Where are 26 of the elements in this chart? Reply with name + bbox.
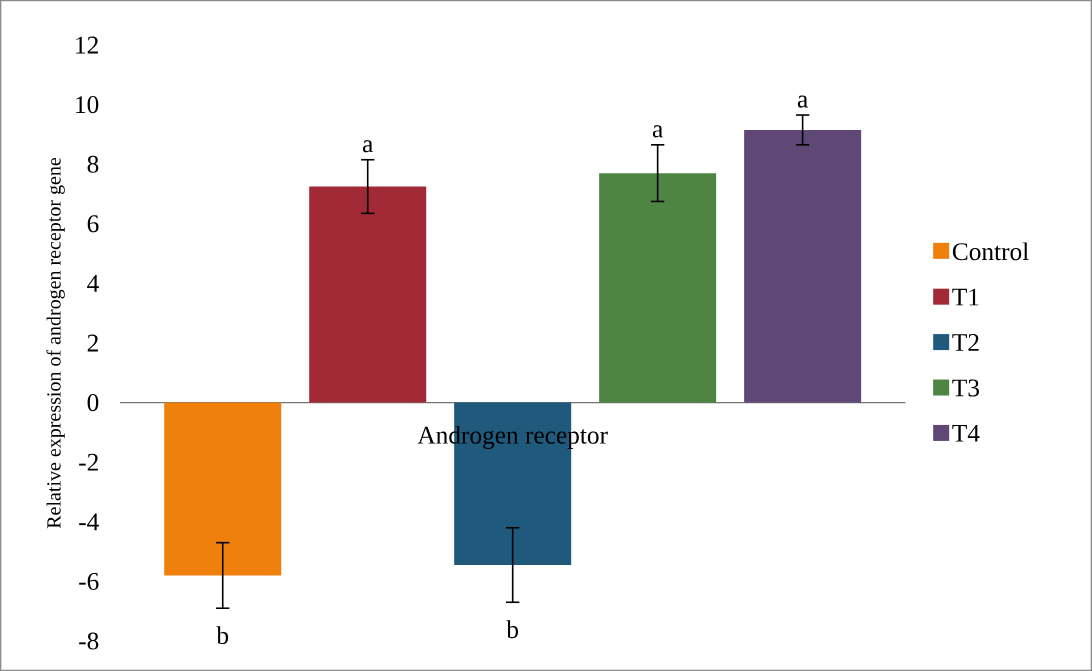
legend-label: T2 <box>952 334 979 351</box>
y-tick-label: -4 <box>79 513 99 531</box>
bar <box>164 402 282 576</box>
legend-label: T4 <box>952 424 980 442</box>
data-label: a <box>652 125 663 138</box>
legend-label: Control <box>952 242 1029 261</box>
data-label: a <box>797 95 808 108</box>
y-tick-label: 8 <box>87 155 99 173</box>
bar <box>744 129 862 403</box>
y-axis-title: Relative expression of androgen receptor gene <box>46 157 65 529</box>
y-tick-label: -2 <box>79 453 98 471</box>
y-tick-label: 4 <box>87 275 99 292</box>
legend-label: T3 <box>952 379 979 397</box>
legend-label: T1 <box>952 288 979 306</box>
y-tick-label: 12 <box>76 36 98 54</box>
y-tick-label: -6 <box>79 572 99 590</box>
bar <box>599 173 717 403</box>
y-tick-label: -8 <box>79 632 99 650</box>
data-label: b <box>216 626 229 645</box>
y-tick-label: 6 <box>87 215 99 233</box>
bar <box>309 186 427 403</box>
y-tick-label: 2 <box>87 334 98 352</box>
data-label: a <box>362 140 373 153</box>
y-tick-label: 10 <box>76 96 99 114</box>
data-label: b <box>506 620 519 639</box>
y-tick-label: 0 <box>87 394 99 412</box>
